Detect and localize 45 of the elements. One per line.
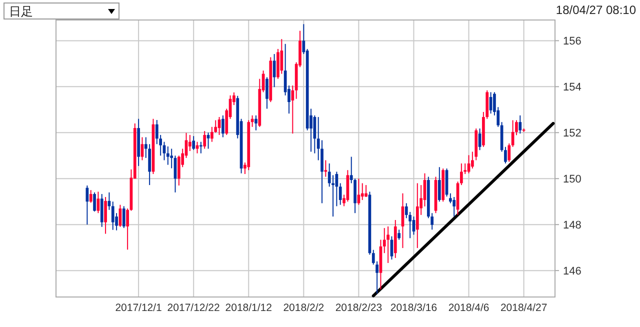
candlestick [140,136,144,161]
text: 18/04/27 08:10 [556,3,636,17]
x-tick-label: 2017/12/22 [167,302,220,314]
candlestick [111,201,114,230]
candlestick [266,76,268,110]
candlestick [386,226,390,264]
x-tick-label: 2017/12/1 [115,302,162,314]
candlestick [188,134,192,152]
candlestick [192,136,196,150]
candlestick [254,114,258,131]
candlestick [96,191,100,214]
text: 日足 [9,4,33,18]
candlestick [89,190,92,204]
y-tick-label: 150 [563,174,582,186]
candlestick [203,130,206,150]
y-tick-label: 154 [563,82,582,94]
y-tick-label: 146 [563,266,582,278]
candlestick [416,182,419,249]
candlestick [104,196,107,234]
candlestick [93,192,96,212]
y-tick-label: 152 [563,128,582,140]
x-tick-label: 2018/2/2 [283,302,324,314]
candlestick [438,166,441,202]
candlestick [100,194,104,228]
candlestick [166,146,170,166]
candlestick [324,160,328,178]
candlestick [398,229,400,240]
candlestick [206,132,210,150]
candlestick [518,114,522,134]
candlestick [122,206,126,229]
candlestick [360,182,364,200]
candlestick [338,182,342,206]
x-tick-label: 2018/4/27 [500,302,548,314]
candlestick [222,114,224,138]
y-tick-label: 148 [563,220,582,232]
candlestick [200,141,202,154]
candlestick [452,196,456,218]
x-tick-label: 2018/2/23 [335,302,382,314]
x-tick-label: 2018/4/6 [448,302,490,314]
candlestick [291,85,294,134]
candlestick [508,142,511,162]
x-tick-label: 2018/1/12 [225,302,272,314]
candlestick [364,184,368,198]
x-tick-label: 2018/3/16 [390,302,438,314]
y-tick-label: 156 [563,36,582,48]
